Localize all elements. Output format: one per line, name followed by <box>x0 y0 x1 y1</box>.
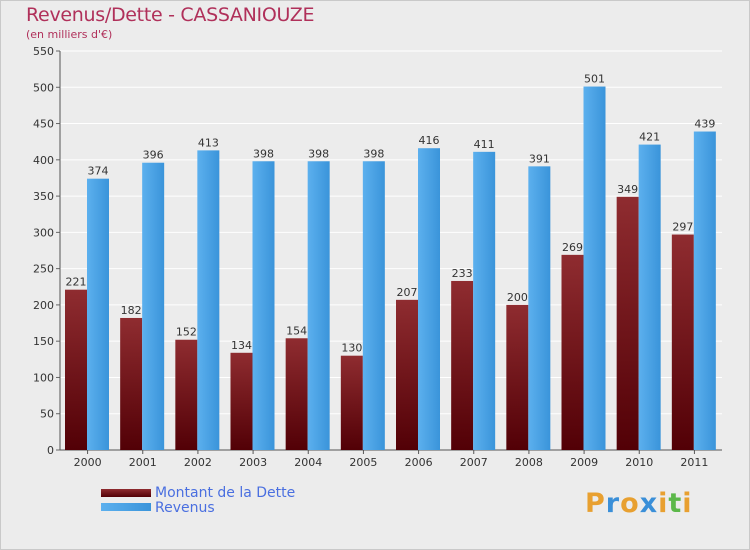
bar-revenus <box>418 148 440 450</box>
bar-debt <box>616 196 639 450</box>
data-label-revenus: 398 <box>308 147 329 160</box>
data-label-debt: 152 <box>176 326 197 339</box>
x-tick-label: 2006 <box>405 456 433 469</box>
data-label-debt: 207 <box>397 286 418 299</box>
logo-letter: i <box>682 488 693 519</box>
x-tick-label: 2011 <box>680 456 708 469</box>
x-tick-label: 2002 <box>184 456 212 469</box>
bar-revenus <box>583 86 606 450</box>
bar-debt <box>175 339 198 450</box>
logo-letter: r <box>605 488 621 519</box>
bar-revenus <box>142 162 165 450</box>
y-tick-label: 0 <box>47 444 54 457</box>
logo-letter: P <box>585 488 606 519</box>
chart-title: Revenus/Dette - CASSANIOUZE <box>26 4 315 26</box>
data-label-debt: 233 <box>452 267 473 280</box>
y-tick-label: 300 <box>33 226 54 239</box>
data-label-revenus: 411 <box>474 138 495 151</box>
data-label-debt: 297 <box>672 221 693 234</box>
data-label-debt: 200 <box>507 291 528 304</box>
x-tick-label: 2007 <box>460 456 488 469</box>
y-tick-label: 500 <box>33 81 54 94</box>
bar-revenus <box>307 161 330 450</box>
logo-letter: i <box>658 488 669 519</box>
proxiti-logo: Proxiti <box>585 488 693 519</box>
y-tick-label: 100 <box>33 371 54 384</box>
bar-debt <box>451 280 474 450</box>
data-label-revenus: 374 <box>88 165 109 178</box>
y-tick-label: 550 <box>33 45 54 58</box>
bar-revenus <box>362 161 385 450</box>
x-tick-label: 2009 <box>570 456 598 469</box>
legend-label-revenus: Revenus <box>155 500 215 516</box>
logo-letter: t <box>668 488 683 519</box>
bar-revenus <box>252 161 275 450</box>
data-label-debt: 269 <box>562 241 583 254</box>
bar-debt <box>561 254 584 450</box>
data-label-revenus: 501 <box>584 73 605 86</box>
x-tick-label: 2000 <box>74 456 102 469</box>
bar-debt <box>120 317 143 450</box>
data-label-debt: 130 <box>341 342 362 355</box>
bar-debt <box>285 338 308 450</box>
data-label-debt: 134 <box>231 339 252 352</box>
bar-revenus <box>638 144 661 451</box>
data-label-debt: 182 <box>121 304 142 317</box>
y-tick-label: 150 <box>33 335 54 348</box>
y-tick-label: 250 <box>33 263 54 276</box>
data-label-revenus: 398 <box>363 147 384 160</box>
data-label-debt: 349 <box>617 183 638 196</box>
y-tick-label: 50 <box>40 408 54 421</box>
y-tick-label: 200 <box>33 299 54 312</box>
bar-revenus <box>528 166 551 450</box>
data-label-debt: 221 <box>66 276 87 289</box>
data-label-revenus: 391 <box>529 152 550 165</box>
bar-debt <box>396 299 418 450</box>
bar-debt <box>230 352 253 450</box>
bar-revenus <box>693 131 716 450</box>
legend-label-debt: Montant de la Dette <box>155 485 296 501</box>
data-label-revenus: 439 <box>694 118 715 131</box>
chart-subtitle: (en milliers d'€) <box>26 28 113 41</box>
x-tick-label: 2004 <box>294 456 322 469</box>
data-label-revenus: 398 <box>253 147 274 160</box>
y-tick-label: 400 <box>33 154 54 167</box>
legend-swatch-revenus <box>101 503 151 511</box>
bar-debt <box>65 289 87 450</box>
bar-debt <box>506 304 529 450</box>
x-tick-label: 2003 <box>239 456 267 469</box>
y-tick-label: 450 <box>33 118 54 131</box>
legend-swatch-debt <box>101 489 151 497</box>
bar-revenus <box>197 150 220 450</box>
bar-revenus <box>473 151 496 450</box>
x-tick-label: 2010 <box>625 456 653 469</box>
logo-letter: x <box>639 488 659 519</box>
data-label-revenus: 396 <box>143 149 164 162</box>
x-tick-label: 2001 <box>129 456 157 469</box>
bar-debt <box>340 355 363 450</box>
x-tick-label: 2008 <box>515 456 543 469</box>
x-tick-label: 2005 <box>349 456 377 469</box>
data-label-revenus: 413 <box>198 136 219 149</box>
y-tick-label: 350 <box>33 190 54 203</box>
bar-revenus <box>87 178 109 450</box>
logo-letter: o <box>620 488 640 519</box>
data-label-debt: 154 <box>286 324 307 337</box>
data-label-revenus: 416 <box>419 134 440 147</box>
data-label-revenus: 421 <box>639 131 660 144</box>
bar-debt <box>671 234 694 450</box>
